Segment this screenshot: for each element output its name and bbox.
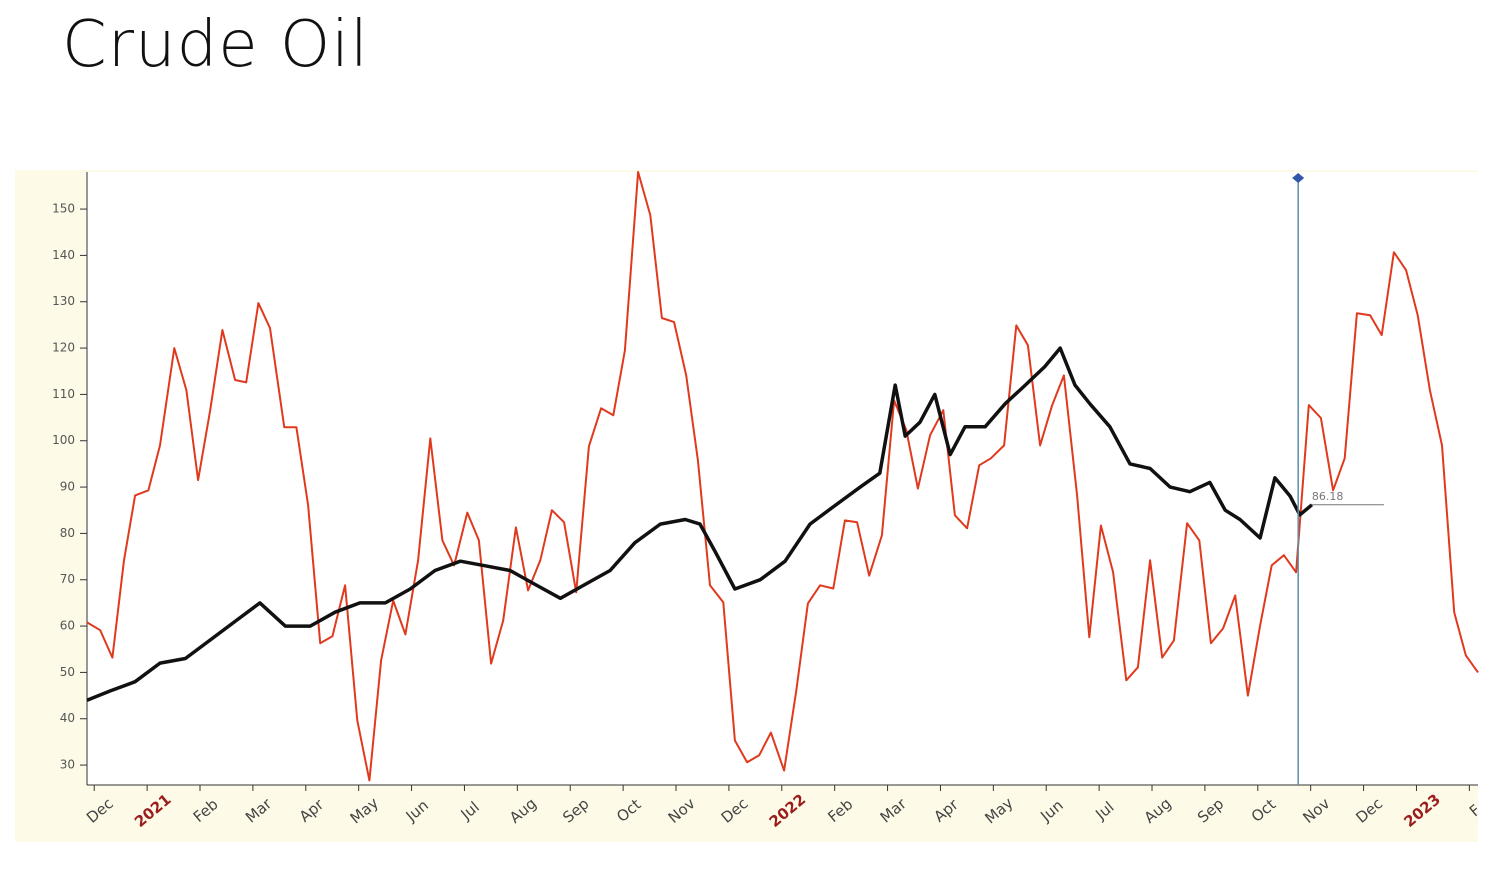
y-tick-label: 130 [52,294,75,308]
y-tick-label: 140 [52,248,75,262]
cursor-handle [1292,173,1305,183]
y-tick-label: 70 [60,572,75,586]
y-tick-label: 100 [52,433,75,447]
last-price-label: 86.18 [1312,490,1344,503]
y-tick-label: 40 [60,711,75,725]
y-tick-label: 90 [60,480,75,494]
y-tick-label: 110 [52,387,75,401]
y-tick-label: 150 [52,202,75,216]
series-line [86,346,1314,702]
series-line [86,171,1479,782]
y-tick-label: 120 [52,341,75,355]
y-tick-label: 60 [60,619,75,633]
plot-area [87,172,1478,785]
y-tick-label: 50 [60,665,75,679]
chart-title: Crude Oil [62,8,369,82]
y-tick-label: 80 [60,526,75,540]
y-tick-label: 30 [60,758,75,772]
